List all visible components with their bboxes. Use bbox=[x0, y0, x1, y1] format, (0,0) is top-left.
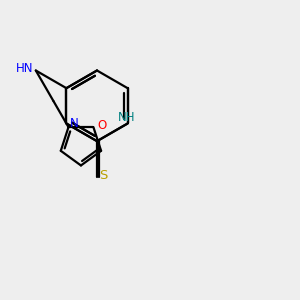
Text: S: S bbox=[99, 169, 108, 182]
Text: NH: NH bbox=[117, 110, 135, 124]
Text: N: N bbox=[70, 117, 79, 130]
Text: HN: HN bbox=[16, 61, 33, 75]
Text: O: O bbox=[97, 119, 106, 132]
